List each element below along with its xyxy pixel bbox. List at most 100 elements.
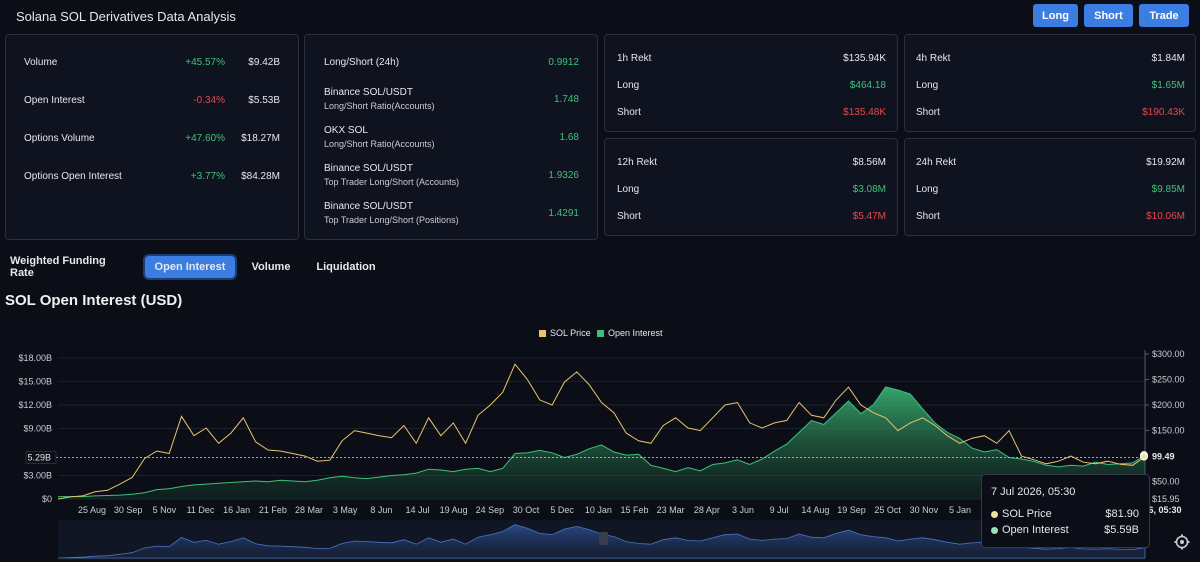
- y-left-tick-label: $12.00B: [18, 400, 52, 410]
- stat-value: $9.42B: [248, 57, 280, 68]
- rekt-title: 24h Rekt: [916, 157, 957, 168]
- legend-item-open-interest[interactable]: Open Interest: [597, 328, 663, 338]
- tooltip-price-dot: [991, 511, 998, 518]
- current-price-label: 99.49: [1152, 451, 1175, 461]
- x-tick-label: 8 Jun: [370, 505, 392, 515]
- x-tick-label: 15 Feb: [620, 505, 648, 515]
- short-button[interactable]: Short: [1084, 4, 1133, 27]
- rekt-short-value: $10.06M: [1146, 211, 1185, 222]
- ratio-value: 1.4291: [548, 208, 579, 219]
- stat-value: $5.53B: [248, 95, 280, 106]
- x-tick-label: 25 Aug: [78, 505, 106, 515]
- y-left-tick-label: $15.00B: [18, 376, 52, 386]
- y-right-tick-label: $15.95: [1152, 494, 1180, 504]
- x-tick-label: 5 Jan: [949, 505, 971, 515]
- x-tick-label: 5 Dec: [550, 505, 574, 515]
- stat-change: -0.34%: [193, 95, 225, 106]
- trade-button[interactable]: Trade: [1139, 4, 1189, 27]
- y-left-tick-label: $18.00B: [18, 353, 52, 363]
- tab-open-interest[interactable]: Open Interest: [145, 256, 235, 278]
- ratio-title: Binance SOL/USDT: [324, 163, 413, 174]
- series-open-interest-area: [58, 386, 1145, 499]
- y-right-tick-label: $300.00: [1152, 349, 1185, 359]
- x-tick-label: 19 Aug: [440, 505, 468, 515]
- stat-value: $84.28M: [241, 171, 280, 182]
- ratio-value: 1.748: [553, 94, 579, 105]
- x-tick-label: 25 Oct: [874, 505, 901, 515]
- rekt-4h-panel: 4h Rekt $1.84M Long $1.65M Short $190.43…: [904, 34, 1196, 132]
- rekt-short-value: $135.48K: [843, 107, 886, 118]
- ratio-title: Binance SOL/USDT: [324, 201, 413, 212]
- rekt-long-label: Long: [916, 80, 939, 91]
- rekt-long-value: $3.08M: [852, 184, 886, 195]
- ratio-subtitle: Long/Short Ratio(Accounts): [324, 139, 435, 149]
- tooltip-price-label: SOL Price: [1002, 508, 1052, 520]
- rekt-short-label: Short: [916, 107, 940, 118]
- rekt-total: $1.84M: [1151, 53, 1185, 64]
- x-tick-label: 16 Jan: [223, 505, 250, 515]
- rekt-short-value: $5.47M: [852, 211, 886, 222]
- x-tick-label: 30 Oct: [513, 505, 540, 515]
- ratio-value: 1.68: [559, 132, 579, 143]
- chart-title: SOL Open Interest (USD): [5, 292, 183, 309]
- rekt-total: $135.94K: [843, 53, 886, 64]
- tab-volume[interactable]: Volume: [251, 261, 291, 273]
- stat-label: Options Open Interest: [24, 171, 122, 182]
- x-tick-label: 14 Aug: [801, 505, 829, 515]
- legend-item-sol-price[interactable]: SOL Price: [539, 328, 591, 338]
- y-right-tick-label: $150.00: [1152, 426, 1185, 436]
- price-hover-dot: [1140, 452, 1148, 461]
- x-tick-label: 10 Jan: [585, 505, 612, 515]
- rekt-title: 4h Rekt: [916, 53, 951, 64]
- rekt-long-label: Long: [617, 184, 640, 195]
- x-tick-label: 11 Dec: [187, 505, 215, 515]
- rekt-short-label: Short: [916, 211, 940, 222]
- x-tick-label: 30 Sep: [114, 505, 143, 515]
- chart-tooltip: 7 Jul 2026, 05:30 SOL Price $81.90 Open …: [981, 474, 1150, 548]
- x-tick-label: 3 Jun: [732, 505, 754, 515]
- x-tick-label: 23 Mar: [657, 505, 685, 515]
- last-x-label: 1 2026, 05:30: [1126, 505, 1182, 515]
- market-stats-panel: Volume +45.57% $9.42B Open Interest -0.3…: [5, 34, 299, 240]
- legend-swatch-oi: [597, 329, 604, 337]
- scroll-handle-icon[interactable]: [599, 532, 608, 545]
- legend-label: SOL Price: [550, 328, 591, 338]
- stat-change: +3.77%: [190, 171, 225, 182]
- rekt-title: 12h Rekt: [617, 157, 658, 168]
- rekt-long-value: $9.85M: [1151, 184, 1185, 195]
- legend-swatch-price: [539, 329, 546, 337]
- y-right-tick-label: $200.00: [1152, 400, 1185, 410]
- rekt-short-label: Short: [617, 211, 641, 222]
- y-right-tick-label: $50.00: [1152, 477, 1180, 487]
- left-y-axis: $18.00B $15.00B $12.00B $9.00B $3.00B $0: [18, 353, 52, 504]
- ratio-title: OKX SOL: [324, 125, 368, 136]
- long-button[interactable]: Long: [1033, 4, 1078, 27]
- y-left-tick-label: $9.00B: [23, 423, 52, 433]
- rekt-total: $8.56M: [852, 157, 886, 168]
- stat-label: Open Interest: [24, 95, 85, 106]
- tab-liquidation[interactable]: Liquidation: [316, 261, 376, 273]
- x-tick-label: 28 Apr: [694, 505, 720, 515]
- settings-gear-icon[interactable]: [1172, 532, 1192, 552]
- rekt-24h-panel: 24h Rekt $19.92M Long $9.85M Short $10.0…: [904, 138, 1196, 236]
- x-axis: 25 Aug 30 Sep 5 Nov 11 Dec 16 Jan 21 Feb 28 Ma…: [78, 505, 971, 515]
- x-tick-label: 14 Jul: [405, 505, 429, 515]
- tooltip-date: 7 Jul 2026, 05:30: [991, 486, 1076, 498]
- y-left-tick-label: $3.00B: [23, 470, 52, 480]
- page-title: Solana SOL Derivatives Data Analysis: [16, 9, 236, 24]
- stat-label: Volume: [24, 57, 58, 68]
- rekt-12h-panel: 12h Rekt $8.56M Long $3.08M Short $5.47M: [604, 138, 898, 236]
- tooltip-oi-value: $5.59B: [1104, 524, 1139, 536]
- tooltip-price-value: $81.90: [1105, 508, 1139, 520]
- current-oi-label: 5.29B: [27, 453, 51, 463]
- tab-weighted-funding-rate[interactable]: Weighted Funding Rate: [10, 255, 106, 279]
- x-tick-label: 21 Feb: [259, 505, 287, 515]
- stat-change: +45.57%: [185, 57, 225, 68]
- open-interest-chart[interactable]: $18.00B $15.00B $12.00B $9.00B $3.00B $0 $300…: [0, 340, 1200, 562]
- ratio-subtitle: Top Trader Long/Short (Accounts): [324, 177, 460, 187]
- long-short-panel: Long/Short (24h) 0.9912 Binance SOL/USDT…: [304, 34, 598, 240]
- tooltip-oi-label: Open Interest: [1002, 524, 1069, 536]
- x-tick-label: 19 Sep: [837, 505, 866, 515]
- stat-value: $18.27M: [241, 133, 280, 144]
- x-tick-label: 24 Sep: [476, 505, 505, 515]
